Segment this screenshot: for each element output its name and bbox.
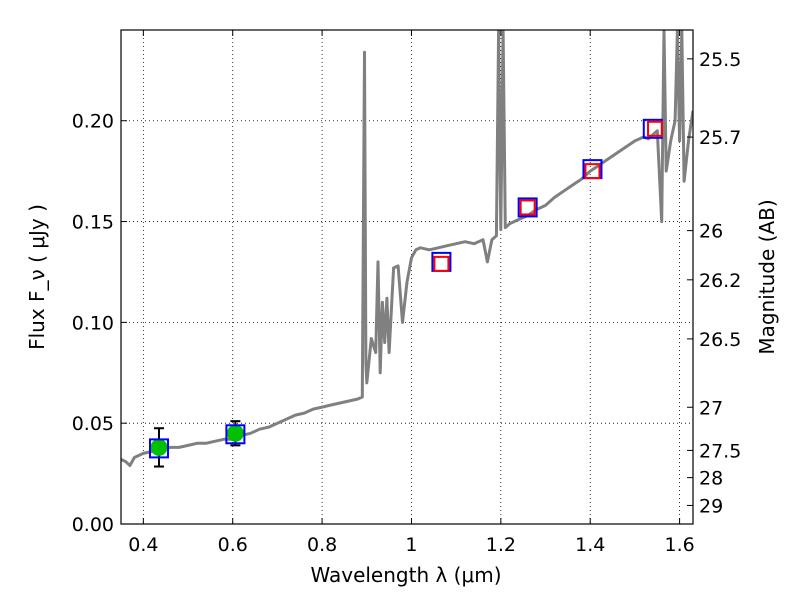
y-axis-label: Flux F_ν ( μJy ) xyxy=(25,204,49,350)
red-square-marker xyxy=(433,255,450,272)
blue-square-marker xyxy=(148,438,169,459)
x-tick-label: 0.8 xyxy=(307,534,337,556)
right-tick-label: 26 xyxy=(699,221,723,243)
x-tick-label: 1.2 xyxy=(486,534,516,556)
right-tick-label: 29 xyxy=(699,495,723,517)
blue-square-marker xyxy=(517,197,538,218)
right-tick-label: 25.7 xyxy=(699,127,741,149)
y-tick-label: 0.10 xyxy=(72,312,114,334)
right-tick-label: 27.5 xyxy=(699,440,741,462)
x-axis-label: Wavelength λ (μm) xyxy=(310,563,501,587)
red-square-marker xyxy=(519,199,536,216)
red-square-marker xyxy=(647,120,664,137)
y-tick-label: 0.00 xyxy=(72,514,114,536)
y-tick-label: 0.05 xyxy=(72,413,114,435)
x-tick-label: 0.4 xyxy=(128,534,158,556)
x-tick-label: 1 xyxy=(405,534,417,556)
right-axis-label: Magnitude (AB) xyxy=(755,199,779,354)
model-spectrum-line xyxy=(121,30,693,467)
blue-square-marker xyxy=(225,424,246,445)
y-tick-label: 0.20 xyxy=(72,111,114,133)
x-tick-label: 1.4 xyxy=(575,534,605,556)
right-tick-label: 28 xyxy=(699,468,723,490)
x-tick-label: 0.6 xyxy=(218,534,248,556)
right-tick-label: 26.5 xyxy=(699,329,741,351)
x-tick-label: 1.6 xyxy=(664,534,694,556)
y-tick-label: 0.15 xyxy=(72,212,114,234)
green-data-point xyxy=(150,438,168,456)
plot-frame xyxy=(120,29,694,525)
right-tick-label: 27 xyxy=(699,397,723,419)
axes: 0.4 0.6 0.8 1 1.2 1.4 1.6 0.00 0.05 0.10 0.15 0.20 2… xyxy=(72,29,741,556)
right-tick-label: 26.2 xyxy=(699,270,741,292)
photometry-markers xyxy=(148,118,664,468)
right-tick-label: 25.5 xyxy=(699,49,741,71)
model-spectrum xyxy=(121,30,693,467)
green-data-point xyxy=(226,424,244,442)
red-square-marker xyxy=(584,163,601,180)
